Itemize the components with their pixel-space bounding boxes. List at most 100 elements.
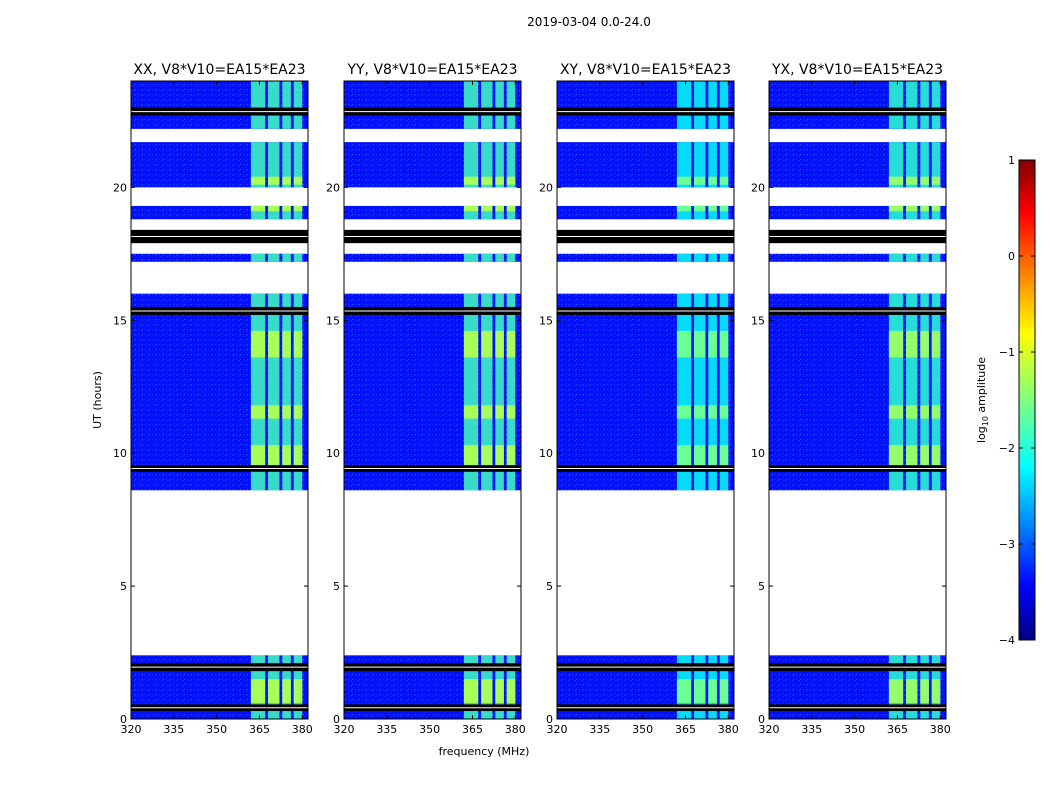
signal-channel xyxy=(282,142,291,188)
gap-block xyxy=(557,272,734,286)
signal-channel xyxy=(888,142,904,188)
signal-strong xyxy=(676,330,692,358)
signal-channel xyxy=(506,253,516,262)
x-tick-label: 365 xyxy=(675,723,696,736)
data-noise xyxy=(344,655,521,704)
colorbar-tick-label: −3 xyxy=(999,538,1015,551)
signal-channel xyxy=(506,142,516,188)
signal-channel xyxy=(931,205,941,220)
signal-channel xyxy=(920,205,929,220)
x-tick-label: 350 xyxy=(419,723,440,736)
signal-channel xyxy=(293,81,303,129)
signal-strong xyxy=(506,330,516,358)
signal-strong xyxy=(694,405,706,419)
panel-frame xyxy=(768,80,947,720)
signal-channel xyxy=(708,142,717,188)
signal-strong xyxy=(293,205,303,212)
x-tick-label: 335 xyxy=(589,723,610,736)
y-tick-label: 0 xyxy=(758,713,765,726)
signal-strong xyxy=(481,205,493,212)
signal-strong xyxy=(906,445,918,470)
signal-channel xyxy=(694,703,706,719)
signal-strong xyxy=(931,679,941,704)
signal-channel xyxy=(931,81,941,129)
signal-channel xyxy=(481,703,493,719)
panel-2: XY, V8*V10=EA15*EA23 320 335 350 365 380 0 5 10 1… xyxy=(539,62,739,736)
signal-strong xyxy=(495,205,504,212)
data-noise xyxy=(769,253,946,262)
colorbar-tick-label: 1 xyxy=(1008,154,1015,167)
panel-frame xyxy=(343,80,522,720)
signal-strong xyxy=(481,405,493,419)
signal-strong xyxy=(906,330,918,358)
signal-channel xyxy=(719,703,729,719)
signal-strong xyxy=(931,405,941,419)
x-tick-label: 380 xyxy=(930,723,951,736)
signal-channel xyxy=(931,253,941,262)
gap-block xyxy=(344,490,521,656)
signal-channel xyxy=(676,81,692,129)
signal-strong xyxy=(888,330,904,358)
y-tick-label: 0 xyxy=(333,713,340,726)
x-tick-label: 335 xyxy=(376,723,397,736)
signal-strong xyxy=(920,330,929,358)
signal-strong xyxy=(481,330,493,358)
signal-channel xyxy=(463,253,479,262)
data-noise xyxy=(131,293,308,491)
panel-title: YX, V8*V10=EA15*EA23 xyxy=(771,62,943,78)
signal-strong xyxy=(481,679,493,704)
y-tick-label: 20 xyxy=(326,181,340,194)
colorbar-tick-label: −4 xyxy=(999,634,1015,647)
signal-strong xyxy=(694,205,706,212)
signal-channel xyxy=(906,205,918,220)
signal-channel xyxy=(506,205,516,220)
signal-channel xyxy=(888,253,904,262)
signal-channel xyxy=(719,253,729,262)
signal-channel xyxy=(694,205,706,220)
data-noise xyxy=(344,142,521,188)
y-tick-label: 10 xyxy=(113,447,127,460)
y-tick-label: 0 xyxy=(546,713,553,726)
signal-strong xyxy=(495,330,504,358)
signal-strong xyxy=(481,176,493,185)
signal-strong xyxy=(250,176,266,185)
signal-channel xyxy=(481,205,493,220)
y-tick-label: 20 xyxy=(539,181,553,194)
signal-strong xyxy=(906,679,918,704)
signal-strong xyxy=(268,205,280,212)
signal-channel xyxy=(250,253,266,262)
signal-channel xyxy=(268,703,280,719)
data-noise xyxy=(769,142,946,188)
signal-strong xyxy=(463,330,479,358)
signal-strong xyxy=(250,679,266,704)
panel-3: YX, V8*V10=EA15*EA23 320 335 350 365 380 0 5 10 1… xyxy=(751,62,951,736)
signal-channel xyxy=(708,205,717,220)
signal-channel xyxy=(293,253,303,262)
signal-strong xyxy=(931,445,941,470)
gap-block xyxy=(557,189,734,196)
signal-channel xyxy=(708,81,717,129)
signal-channel xyxy=(293,703,303,719)
signal-channel xyxy=(719,293,729,491)
signal-strong xyxy=(708,330,717,358)
signal-channel xyxy=(906,142,918,188)
signal-strong xyxy=(268,405,280,419)
signal-channel xyxy=(481,142,493,188)
data-noise xyxy=(344,253,521,262)
data-noise xyxy=(557,293,734,491)
signal-channel xyxy=(282,253,291,262)
signal-channel xyxy=(495,142,504,188)
data-noise xyxy=(769,293,946,491)
signal-strong xyxy=(708,679,717,704)
y-tick-label: 0 xyxy=(120,713,127,726)
signal-strong xyxy=(481,445,493,470)
x-tick-label: 335 xyxy=(163,723,184,736)
colorbar-tick-label: −2 xyxy=(999,442,1015,455)
signal-channel xyxy=(282,293,291,491)
signal-strong xyxy=(920,176,929,185)
panel-frame xyxy=(130,80,309,720)
y-tick-label: 15 xyxy=(539,314,553,327)
signal-strong xyxy=(495,679,504,704)
data-noise xyxy=(557,142,734,188)
signal-strong xyxy=(888,176,904,185)
